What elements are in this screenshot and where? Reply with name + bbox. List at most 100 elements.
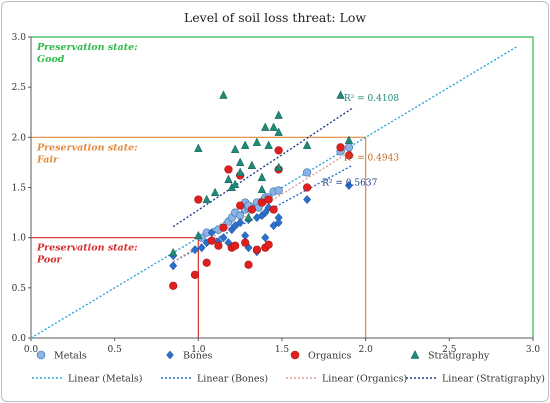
data-point-organics-13	[244, 260, 253, 269]
data-point-stratigraphy-10	[235, 167, 245, 176]
data-point-stratigraphy-19	[274, 110, 283, 119]
zone-sublabel-0: Good	[37, 54, 65, 65]
legend: Metals Bones Organics Stratigraphy Linear (M…	[32, 349, 545, 385]
data-point-stratigraphy-14	[252, 137, 262, 146]
zone-label-0: Preservation state:	[36, 42, 138, 53]
series-bones	[169, 180, 353, 271]
legend-marker-3	[410, 349, 420, 359]
data-point-stratigraphy-26	[257, 184, 267, 194]
legend-label-1: Bones	[183, 351, 212, 362]
data-point-bones-21	[274, 218, 283, 228]
data-point-stratigraphy-3	[202, 194, 211, 204]
legend-item-6: Linear (Organics)	[286, 374, 407, 385]
data-point-bones-17	[261, 208, 270, 218]
trendline-3	[172, 107, 353, 228]
data-point-stratigraphy-20	[274, 127, 283, 136]
data-point-bones-23	[344, 180, 353, 191]
data-point-organics-24	[344, 151, 354, 160]
data-point-organics-4	[207, 236, 216, 245]
data-point-stratigraphy-0	[169, 247, 178, 257]
zone-label-1: Preservation state:	[36, 142, 138, 153]
data-point-stratigraphy-25	[230, 179, 240, 189]
data-point-organics-12	[241, 238, 250, 247]
data-point-bones-7	[219, 233, 228, 243]
zone-label-2: Preservation state:	[36, 243, 138, 254]
zone-sublabel-2: Poor	[36, 255, 63, 266]
legend-label-6: Linear (Organics)	[322, 374, 407, 385]
r2-label-1: R² = 0.5637	[322, 178, 377, 188]
data-point-organics-14	[247, 205, 256, 214]
x-tick-label-5: 2.5	[442, 345, 457, 355]
legend-item-0: Metals	[36, 350, 87, 362]
data-point-metals-16	[303, 168, 312, 177]
data-point-organics-7	[224, 165, 233, 174]
data-point-stratigraphy-21	[274, 162, 283, 171]
legend-label-2: Organics	[308, 351, 352, 362]
data-point-stratigraphy-23	[336, 90, 345, 99]
data-point-organics-16	[257, 198, 267, 207]
legend-item-5: Linear (Bones)	[161, 374, 268, 385]
legend-marker-1	[166, 350, 174, 360]
legend-item-2: Organics	[290, 351, 352, 362]
data-point-organics-9	[231, 241, 240, 250]
data-point-bones-0	[169, 261, 178, 271]
legend-label-4: Linear (Metals)	[68, 374, 142, 385]
legend-marker-0	[36, 350, 46, 360]
y-tick-label-5: 2.5	[12, 83, 27, 93]
data-point-stratigraphy-16	[261, 122, 270, 131]
data-point-bones-11	[236, 218, 245, 228]
data-point-stratigraphy-13	[247, 160, 257, 169]
r2-label-3: R² = 0.4108	[344, 94, 399, 104]
series-stratigraphy	[169, 90, 354, 257]
data-point-organics-18	[264, 240, 273, 249]
data-point-stratigraphy-6	[224, 174, 233, 184]
data-point-organics-6	[219, 223, 228, 232]
axes: 0.0 0.5 1.0 1.5 2.0 2.5 3.0 0.0 0.5 1.0 1.5 2.0 2.5 3…	[12, 33, 541, 355]
data-point-organics-5	[214, 241, 223, 250]
y-tick-label-1: 0.5	[12, 284, 27, 294]
data-point-organics-10	[236, 201, 245, 210]
data-point-stratigraphy-9	[235, 157, 245, 166]
data-point-stratigraphy-2	[194, 143, 203, 152]
data-point-stratigraphy-1	[194, 230, 203, 240]
data-point-organics-3	[202, 258, 211, 267]
data-point-stratigraphy-24	[344, 135, 354, 144]
data-point-bones-2	[190, 245, 200, 255]
legend-label-7: Linear (Stratigraphy)	[442, 374, 545, 385]
data-point-bones-3	[197, 243, 206, 253]
zone-boundary-0	[31, 36, 534, 338]
data-point-organics-19	[269, 205, 278, 214]
data-point-metals-15	[274, 186, 283, 195]
y-tick-label-6: 3.0	[12, 33, 27, 43]
data-point-organics-2	[194, 195, 203, 204]
data-point-stratigraphy-17	[264, 140, 273, 149]
data-point-stratigraphy-22	[302, 140, 312, 149]
x-tick-label-6: 3.0	[526, 345, 541, 355]
zone-sublabel-1: Fair	[36, 154, 59, 165]
data-point-stratigraphy-4	[210, 187, 220, 197]
data-point-organics-25	[264, 195, 273, 204]
chart-title: Level of soil loss threat: Low	[184, 10, 366, 25]
data-point-metals-18	[344, 143, 354, 152]
y-tick-label-0: 0.0	[12, 334, 27, 344]
x-tick-label-3: 1.5	[275, 345, 290, 355]
r2-labels: R² = 0.5637 R² = 0.4943 R² = 0.4108	[322, 94, 399, 188]
legend-item-1: Bones	[166, 350, 212, 362]
data-point-stratigraphy-11	[240, 140, 250, 149]
data-point-organics-1	[190, 270, 200, 279]
data-point-organics-21	[274, 146, 283, 155]
data-points	[169, 90, 354, 290]
x-tick-label-0: 0.0	[24, 345, 39, 355]
series-metals	[197, 143, 354, 242]
data-point-bones-22	[303, 194, 312, 205]
data-point-bones-26	[261, 233, 270, 243]
legend-item-3: Stratigraphy	[410, 349, 490, 362]
x-tick-label-1: 0.5	[108, 345, 123, 355]
data-point-stratigraphy-12	[244, 212, 253, 222]
legend-label-5: Linear (Bones)	[197, 374, 268, 385]
legend-label-0: Metals	[54, 351, 87, 362]
zone-boundary-1	[31, 136, 367, 338]
data-point-stratigraphy-18	[269, 122, 278, 131]
